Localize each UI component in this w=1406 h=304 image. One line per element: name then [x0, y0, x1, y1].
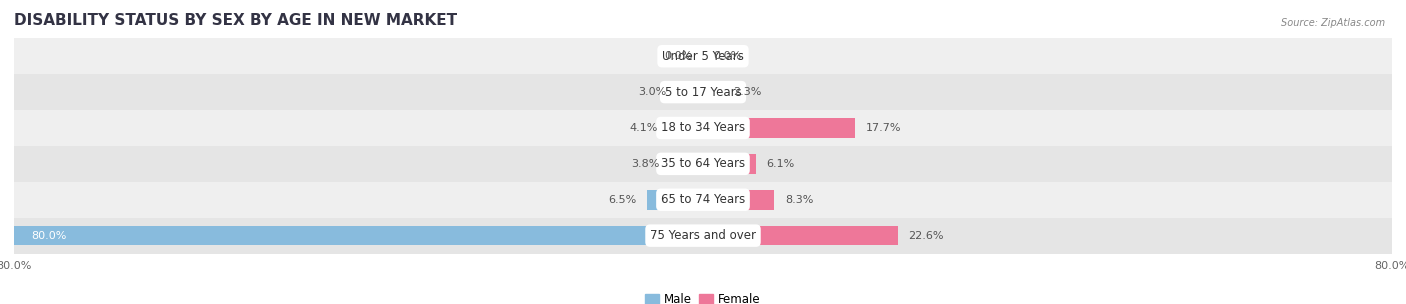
Legend: Male, Female: Male, Female — [641, 288, 765, 304]
Text: 4.1%: 4.1% — [628, 123, 658, 133]
Text: 2.3%: 2.3% — [733, 87, 762, 97]
Bar — [668, 118, 703, 138]
Bar — [703, 154, 755, 174]
Text: 6.5%: 6.5% — [609, 195, 637, 205]
Bar — [678, 82, 703, 102]
Text: 5 to 17 Years: 5 to 17 Years — [665, 86, 741, 98]
Text: 18 to 34 Years: 18 to 34 Years — [661, 122, 745, 134]
Bar — [703, 190, 775, 210]
Bar — [671, 154, 703, 174]
Text: 80.0%: 80.0% — [31, 231, 66, 241]
Text: Source: ZipAtlas.com: Source: ZipAtlas.com — [1281, 18, 1385, 28]
Text: 35 to 64 Years: 35 to 64 Years — [661, 157, 745, 170]
Bar — [703, 118, 855, 138]
Text: 0.0%: 0.0% — [665, 51, 693, 61]
Bar — [14, 182, 1392, 218]
Text: 3.0%: 3.0% — [638, 87, 666, 97]
Bar — [703, 82, 723, 102]
Text: 65 to 74 Years: 65 to 74 Years — [661, 193, 745, 206]
Bar — [14, 218, 1392, 254]
Bar — [703, 226, 897, 246]
Text: 0.0%: 0.0% — [713, 51, 741, 61]
Bar — [647, 190, 703, 210]
Bar — [14, 38, 1392, 74]
Bar — [14, 146, 1392, 182]
Text: 17.7%: 17.7% — [866, 123, 901, 133]
Bar — [14, 110, 1392, 146]
Text: 3.8%: 3.8% — [631, 159, 659, 169]
Bar — [14, 226, 703, 246]
Text: 75 Years and over: 75 Years and over — [650, 229, 756, 242]
Text: Under 5 Years: Under 5 Years — [662, 50, 744, 63]
Text: 22.6%: 22.6% — [908, 231, 943, 241]
Text: DISABILITY STATUS BY SEX BY AGE IN NEW MARKET: DISABILITY STATUS BY SEX BY AGE IN NEW M… — [14, 13, 457, 28]
Text: 8.3%: 8.3% — [785, 195, 813, 205]
Bar — [14, 74, 1392, 110]
Text: 6.1%: 6.1% — [766, 159, 794, 169]
